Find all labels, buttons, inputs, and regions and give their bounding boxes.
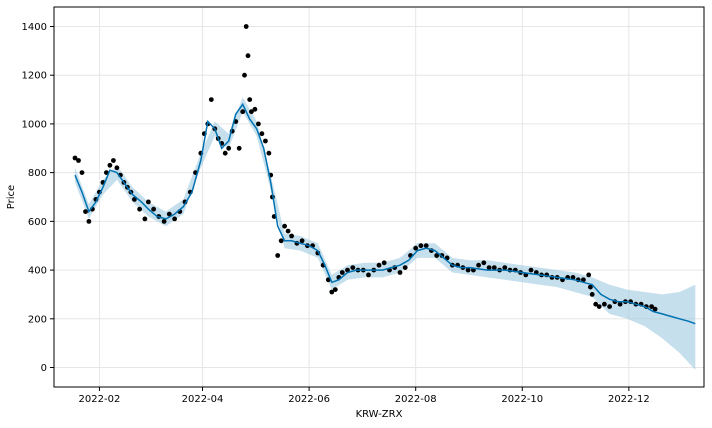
observed-point (72, 155, 78, 161)
interval-layer (75, 97, 696, 370)
observed-point (570, 275, 576, 280)
observed-point (249, 109, 254, 115)
observed-point (602, 301, 607, 307)
x-tick-label: 2022-06 (288, 394, 330, 405)
observed-point (242, 72, 247, 78)
observed-point (243, 24, 249, 29)
x-tick-label: 2022-08 (395, 394, 437, 405)
observed-point (617, 301, 623, 307)
observed-point (649, 304, 654, 309)
observed-point (111, 158, 116, 163)
observed-point (76, 158, 81, 163)
observed-point (402, 265, 408, 270)
observed-point (481, 260, 487, 266)
observed-point (137, 206, 143, 212)
observed-point (593, 301, 599, 307)
observed-point (83, 209, 88, 215)
plot-frame (53, 6, 705, 388)
observed-point (652, 306, 658, 312)
observed-point (491, 265, 497, 270)
observed-point (586, 272, 592, 278)
observed-point (581, 277, 586, 283)
observed-point (247, 97, 253, 102)
observed-point (151, 206, 157, 212)
y-tick-label: 200 (28, 314, 47, 325)
observed-point (252, 106, 258, 112)
observed-point (161, 219, 167, 224)
observed-point (266, 150, 272, 156)
y-tick-label: 600 (28, 217, 47, 228)
observed-point (282, 223, 287, 229)
observed-point (285, 228, 291, 234)
observed-point (376, 262, 382, 268)
observed-point (275, 253, 281, 258)
forecast-line (74, 102, 696, 325)
x-tick-label: 2022-04 (182, 394, 224, 405)
observed-point (86, 219, 92, 224)
uncertainty-band (75, 97, 696, 370)
observed-point (465, 267, 471, 273)
observed-point (236, 145, 242, 151)
y-tick-label: 1400 (22, 22, 47, 33)
observed-point (142, 216, 148, 222)
y-tick-label: 1200 (22, 71, 47, 82)
observed-point (263, 138, 268, 144)
observed-point (114, 165, 120, 171)
observed-point (413, 245, 419, 251)
observed-point (245, 53, 251, 59)
observed-point (172, 216, 178, 222)
observed-point (607, 304, 612, 309)
observed-point (166, 211, 172, 217)
observed-point (278, 238, 284, 244)
forecast-line-layer (74, 102, 696, 325)
observed-point (350, 265, 356, 270)
observed-point (146, 199, 151, 205)
y-tick-label: 800 (28, 168, 47, 179)
x-tick-label: 2022-12 (608, 394, 650, 405)
observed-point (332, 287, 338, 292)
observed-point (107, 162, 113, 168)
observed-point (381, 260, 387, 266)
observed-point (132, 197, 137, 202)
observed-point (79, 170, 85, 176)
observed-point (589, 292, 595, 297)
observed-point (256, 121, 261, 127)
axes-layer: 2022-02 2022-04 2022-06 2022-08 2022-10 2022-… (22, 6, 705, 405)
observed-point (418, 243, 424, 249)
y-tick-label: 0 (41, 363, 47, 374)
observed-point (596, 304, 602, 309)
y-tick-label: 400 (28, 266, 47, 277)
observed-point (208, 97, 214, 102)
y-axis-title: Price (6, 185, 17, 209)
x-tick-label: 2022-10 (501, 394, 543, 405)
observed-point (299, 238, 305, 244)
observed-point (588, 284, 593, 290)
observed-point (434, 253, 440, 258)
observed-point (423, 243, 429, 249)
observed-point (486, 265, 492, 270)
observed-point (289, 233, 294, 239)
observed-point (339, 270, 345, 275)
observed-point (397, 270, 403, 275)
observed-point (329, 289, 335, 295)
observed-point (345, 267, 350, 273)
y-tick-label: 1000 (22, 119, 47, 130)
observed-point (222, 150, 228, 156)
observed-point (502, 265, 508, 270)
observed-point (104, 170, 109, 176)
x-tick-label: 2022-02 (79, 394, 121, 405)
observed-point (366, 272, 371, 278)
x-axis-title: KRW-ZRX (356, 409, 403, 420)
observed-point (528, 267, 534, 273)
observed-point (226, 145, 232, 151)
observed-point (240, 109, 246, 115)
grid-layer (54, 7, 704, 387)
observed-point (259, 131, 265, 137)
observed-point (476, 262, 481, 268)
